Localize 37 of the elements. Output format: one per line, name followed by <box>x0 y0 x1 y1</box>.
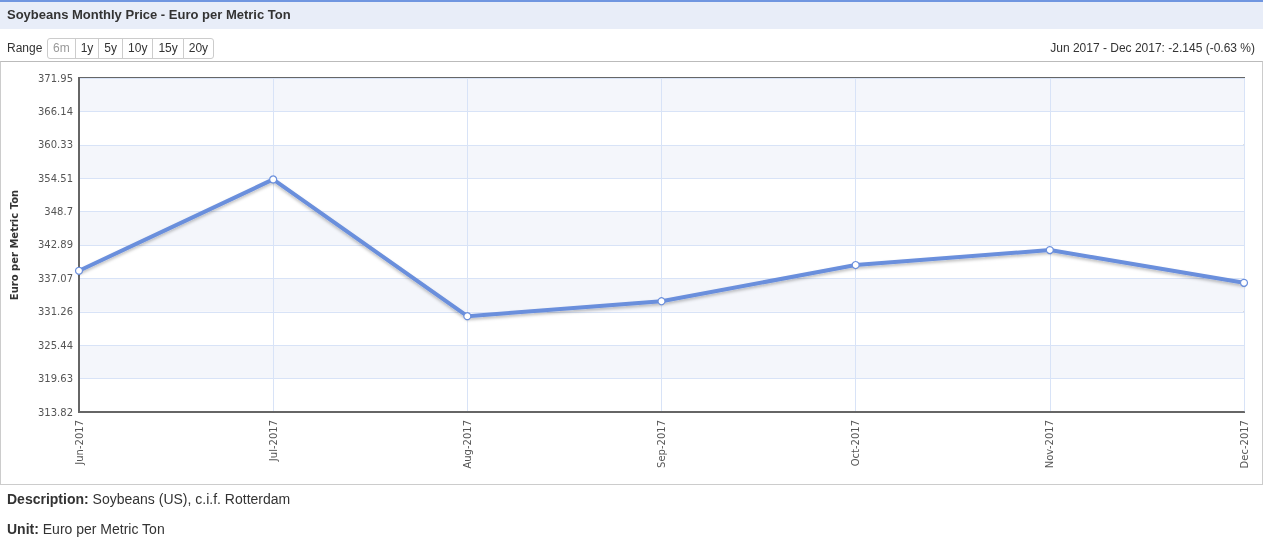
x-tick-label: Aug-2017 <box>461 420 473 469</box>
y-tick-label: 371.95 <box>38 72 73 84</box>
point <box>463 312 472 321</box>
text: 1y <box>74 38 100 59</box>
y-tick-label: 342.89 <box>38 239 73 251</box>
point <box>74 266 84 275</box>
x-tick-label: Sep-2017 <box>656 420 667 468</box>
x-tick-label: Dec-2017 <box>1238 420 1250 469</box>
x-tick-label: Oct-2017 <box>850 420 862 467</box>
text: 5y <box>98 38 124 59</box>
y-tick-label: 325.44 <box>38 339 73 351</box>
x-tick-label: Jul-2017 <box>267 420 279 463</box>
y-axis-title: Euro per Metric Ton <box>8 189 20 301</box>
y-tick-label: 348.7 <box>44 206 73 218</box>
text: Range <box>7 41 43 55</box>
point <box>1045 245 1054 255</box>
point <box>269 175 278 184</box>
text: Unit: Euro per Metric Ton <box>7 521 165 537</box>
text: Description: Soybeans (US), c.i.f. Rotterdam <box>7 491 291 507</box>
text: Jun 2017 - Dec 2017: -2.145 (-0.63 %) <box>1050 41 1255 55</box>
y-tick-label: 337.07 <box>38 272 73 284</box>
y-tick-label: 360.33 <box>38 139 73 151</box>
text: 10y <box>122 38 154 59</box>
x-tick-label: Jun-2017 <box>73 420 85 466</box>
y-tick-label: 331.26 <box>38 306 73 318</box>
y-tick-label: 319.63 <box>38 373 73 385</box>
chart-title: Soybeans Monthly Price - Euro per Metric Ton <box>7 7 291 22</box>
y-tick-label: 354.51 <box>38 172 73 184</box>
text: 6m <box>47 38 76 59</box>
x-tick-label: Nov-2017 <box>1044 420 1056 469</box>
point <box>851 260 860 270</box>
point <box>1239 278 1249 287</box>
y-tick-label: 313.82 <box>38 406 73 418</box>
text: 15y <box>152 38 184 59</box>
text: 20y <box>182 38 215 59</box>
y-tick-label: 366.14 <box>38 105 73 117</box>
point <box>657 297 666 306</box>
